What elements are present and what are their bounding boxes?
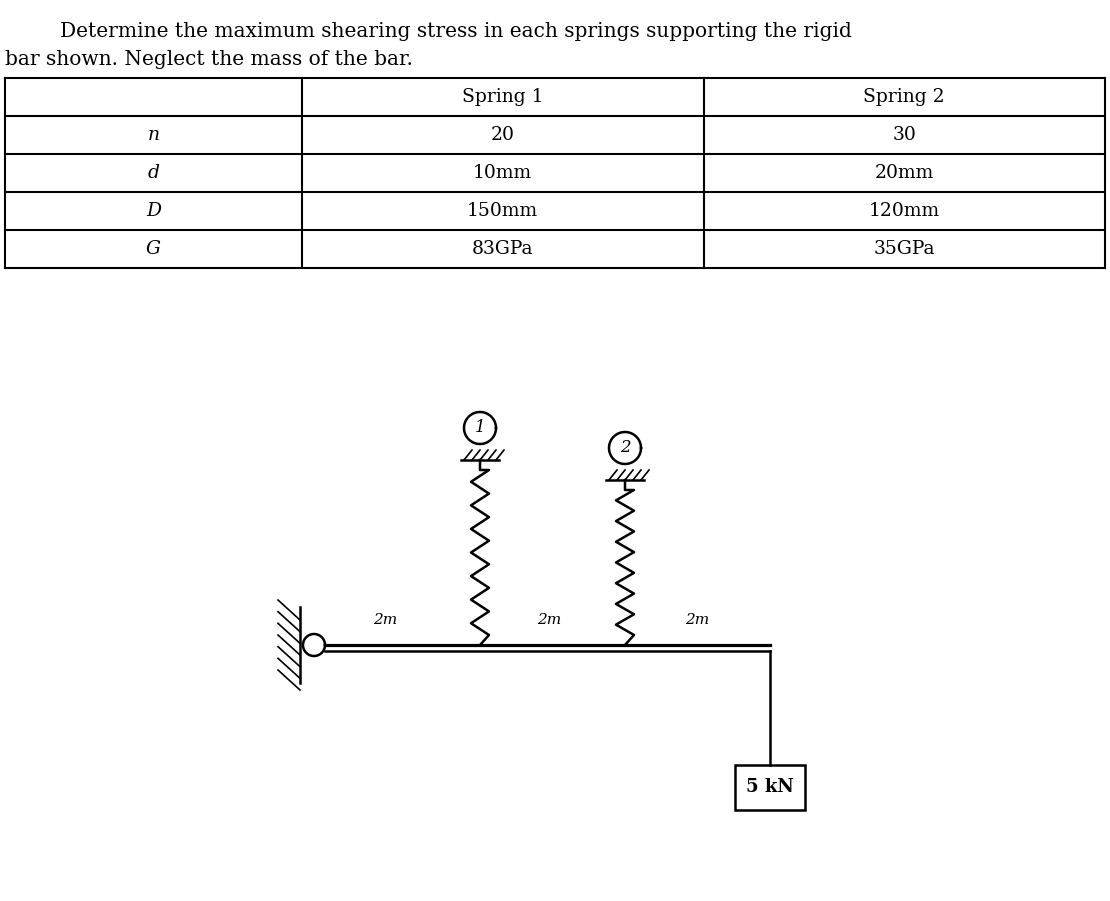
Text: D: D bbox=[147, 202, 161, 220]
Text: 150mm: 150mm bbox=[467, 202, 538, 220]
Text: 2m: 2m bbox=[373, 613, 397, 627]
Bar bbox=[735, 765, 805, 810]
Text: 2m: 2m bbox=[685, 613, 709, 627]
Text: Spring 2: Spring 2 bbox=[864, 88, 945, 106]
Text: n: n bbox=[148, 126, 160, 144]
Text: Spring 1: Spring 1 bbox=[462, 88, 544, 106]
Text: 83GPa: 83GPa bbox=[472, 240, 534, 258]
Text: 10mm: 10mm bbox=[473, 164, 533, 182]
Text: 2m: 2m bbox=[537, 613, 562, 627]
Text: 35GPa: 35GPa bbox=[874, 240, 935, 258]
Text: 120mm: 120mm bbox=[869, 202, 940, 220]
Text: 1: 1 bbox=[475, 420, 485, 436]
Text: 2: 2 bbox=[619, 440, 630, 457]
Text: G: G bbox=[147, 240, 161, 258]
Text: bar shown. Neglect the mass of the bar.: bar shown. Neglect the mass of the bar. bbox=[6, 50, 413, 69]
Text: 30: 30 bbox=[892, 126, 916, 144]
Text: d: d bbox=[148, 164, 160, 182]
Text: 5 kN: 5 kN bbox=[746, 778, 794, 796]
Text: Determine the maximum shearing stress in each springs supporting the rigid: Determine the maximum shearing stress in… bbox=[60, 22, 851, 41]
Text: 20mm: 20mm bbox=[875, 164, 934, 182]
Text: 20: 20 bbox=[491, 126, 515, 144]
